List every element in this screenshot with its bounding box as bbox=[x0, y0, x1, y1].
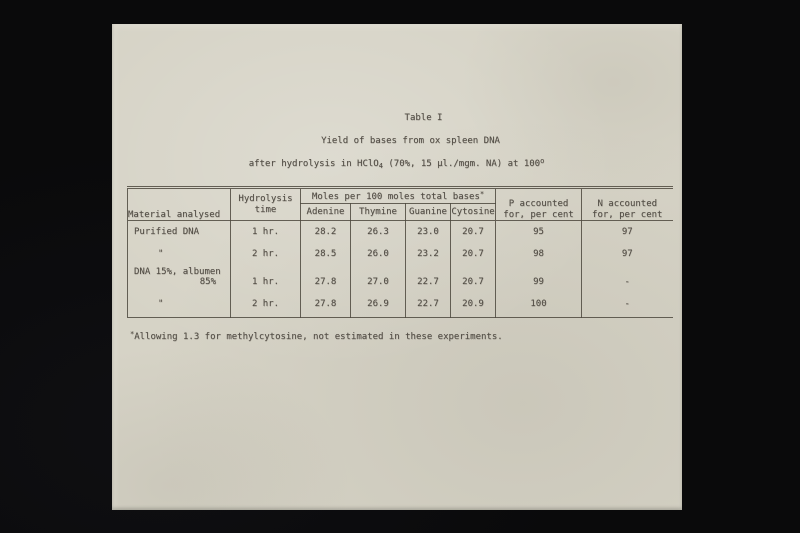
cell-adenine: 28.2 bbox=[300, 220, 351, 244]
n-header-line1: N accounted bbox=[597, 199, 658, 210]
cell-adenine: 28.5 bbox=[300, 243, 351, 266]
cell-adenine: 27.8 bbox=[300, 265, 351, 292]
cell-material-ditto: " bbox=[127, 243, 231, 266]
cell-time: 1 hr. bbox=[230, 265, 301, 292]
footnote-text: Allowing 1.3 for methylcytosine, not est… bbox=[134, 332, 503, 342]
cell-p-accounted: 95 bbox=[495, 220, 583, 244]
conditions-text-pre: after hydrolysis in HClO bbox=[248, 159, 379, 169]
cell-cytosine: 20.9 bbox=[450, 291, 497, 318]
p-header-line2: for, per cent bbox=[503, 209, 574, 220]
col-header-thymine: Thymine bbox=[350, 203, 406, 221]
cell-material: Purified DNA bbox=[127, 220, 231, 244]
col-header-n-accounted: N accounted for, per cent bbox=[581, 186, 673, 221]
table-row: Purified DNA 1 hr. 28.2 26.3 23.0 20.7 9… bbox=[127, 220, 673, 244]
cell-material-ditto: " bbox=[127, 291, 231, 318]
col-header-material: Material analysed bbox=[127, 186, 231, 221]
footnote-marker-superscript: * bbox=[479, 189, 485, 198]
col-header-adenine: Adenine bbox=[300, 203, 351, 221]
data-table: Material analysed Hydrolysis time Moles … bbox=[127, 186, 673, 318]
n-header-line2: for, per cent bbox=[592, 209, 663, 220]
header-row-bases: Adenine Thymine Guanine Cytosine bbox=[128, 203, 673, 221]
cell-cytosine: 20.7 bbox=[450, 265, 497, 292]
degree-superscript: o bbox=[540, 157, 545, 165]
cell-material: DNA 15%, albumen 85% bbox=[127, 265, 231, 292]
cell-guanine: 22.7 bbox=[405, 291, 451, 318]
col-header-moles-group: Moles per 100 moles total bases* bbox=[300, 186, 497, 204]
footnote-marker: * bbox=[130, 330, 135, 338]
col-header-guanine: Guanine bbox=[405, 203, 451, 221]
cell-thymine: 26.9 bbox=[350, 291, 406, 318]
cell-guanine: 23.0 bbox=[405, 220, 451, 244]
moles-group-label: Moles per 100 moles total bases bbox=[311, 191, 480, 202]
table-subtitle: Yield of bases from ox spleen DNA bbox=[321, 136, 500, 146]
cell-n-accounted: - bbox=[624, 277, 630, 288]
col-header-cytosine: Cytosine bbox=[450, 203, 497, 221]
table-row: " 2 hr. 27.8 26.9 22.7 20.9 100 - bbox=[127, 291, 673, 318]
p-header-line1: P accounted bbox=[508, 199, 569, 210]
cell-adenine: 27.8 bbox=[300, 291, 351, 318]
subscript-4: 4 bbox=[378, 162, 383, 170]
table-title: Table I bbox=[404, 113, 443, 123]
document-page: Table I Yield of bases from ox spleen DN… bbox=[112, 24, 682, 510]
cell-cytosine: 20.7 bbox=[450, 243, 497, 266]
cell-time: 2 hr. bbox=[230, 243, 301, 266]
table-row: DNA 15%, albumen 85% 1 hr. 27.8 27.0 22.… bbox=[127, 265, 673, 292]
conditions-text-mid: (70%, 15 µl./mgm. NA) at 100 bbox=[382, 159, 541, 169]
cell-n-accounted: 97 bbox=[621, 249, 633, 260]
cell-time: 2 hr. bbox=[230, 291, 301, 318]
col-header-p-accounted: P accounted for, per cent bbox=[495, 186, 583, 221]
cell-n-accounted: 97 bbox=[621, 227, 633, 238]
cell-guanine: 22.7 bbox=[405, 265, 451, 292]
material-line2: 85% bbox=[199, 277, 216, 288]
cell-p-accounted: 98 bbox=[495, 243, 583, 266]
cell-time: 1 hr. bbox=[230, 220, 301, 244]
cell-thymine: 27.0 bbox=[350, 265, 406, 292]
col-header-hydrolysis: Hydrolysis time bbox=[230, 186, 301, 221]
table-row: " 2 hr. 28.5 26.0 23.2 20.7 98 97 bbox=[127, 243, 673, 266]
cell-guanine: 23.2 bbox=[405, 243, 451, 266]
cell-thymine: 26.0 bbox=[350, 243, 406, 266]
cell-n-accounted: - bbox=[581, 291, 673, 318]
material-line1: DNA 15%, albumen bbox=[134, 266, 221, 277]
footnote: *Allowing 1.3 for methylcytosine, not es… bbox=[130, 330, 503, 343]
cell-p-accounted: 99 bbox=[495, 265, 583, 292]
cell-cytosine: 20.7 bbox=[450, 220, 497, 244]
header-row-group: Material analysed Hydrolysis time Moles … bbox=[127, 186, 673, 221]
cell-thymine: 26.3 bbox=[350, 220, 406, 244]
table-conditions: after hydrolysis in HClO4 (70%, 15 µl./m… bbox=[124, 157, 669, 170]
cell-p-accounted: 100 bbox=[495, 291, 583, 318]
